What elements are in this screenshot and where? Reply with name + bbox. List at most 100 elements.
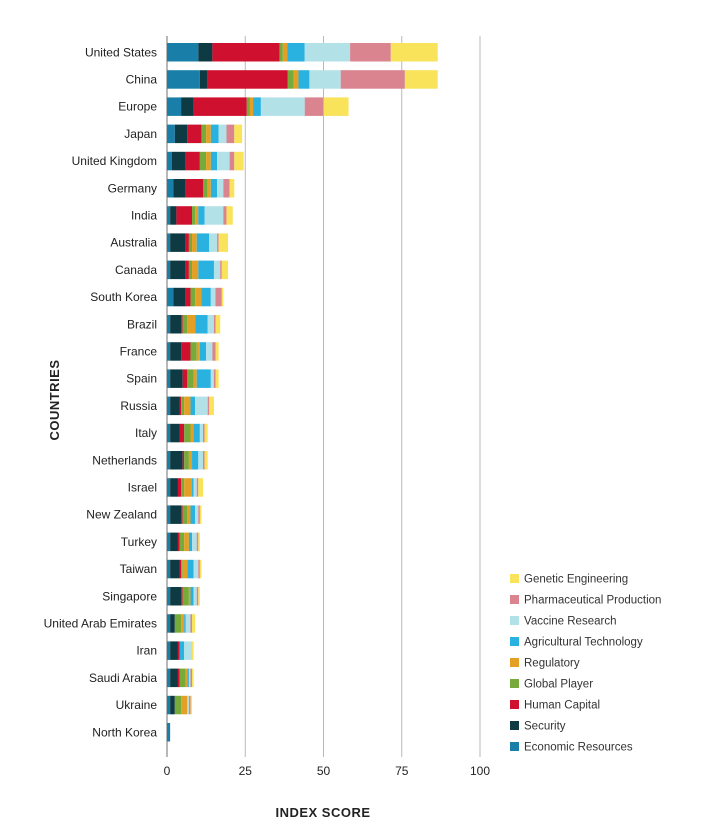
bar-segment <box>190 423 194 443</box>
bar-segment <box>198 451 203 470</box>
bar-segment <box>198 260 214 280</box>
bar-segment <box>206 151 211 171</box>
bar-segment <box>204 206 224 225</box>
category-label: North Korea <box>92 725 157 739</box>
bar-segment <box>220 260 222 280</box>
bar-segment <box>179 668 186 688</box>
bar-segment <box>185 260 189 280</box>
bar-segment <box>170 478 178 497</box>
x-tick-label: 50 <box>317 764 331 778</box>
bar-segment <box>167 260 171 280</box>
bar-segment <box>181 396 185 416</box>
bar-segment <box>199 559 202 579</box>
bar-segment <box>221 260 229 280</box>
bar-segment <box>167 124 175 144</box>
legend-swatch <box>510 742 519 751</box>
bar-segment <box>209 396 214 416</box>
bar-segment <box>207 70 288 89</box>
bar-segment <box>173 179 186 198</box>
category-label: Italy <box>135 426 157 440</box>
bar-segment <box>181 315 183 334</box>
bar-segment <box>199 151 207 171</box>
bar-segment <box>181 614 185 633</box>
bar-segment <box>229 151 235 171</box>
bar-segment <box>210 124 219 144</box>
bar-segment <box>215 369 219 388</box>
category-label: United States <box>85 45 157 59</box>
legend-swatch <box>510 616 519 625</box>
category-label: China <box>126 72 158 86</box>
bar-segment <box>171 151 186 171</box>
bar-segment <box>167 532 171 552</box>
bar-segment <box>179 641 185 660</box>
bar-segment <box>190 396 196 416</box>
legend: Genetic Engineering Pharmaceutical Produc… <box>510 574 661 754</box>
bar-segment <box>198 478 203 497</box>
bar-segment <box>170 260 186 280</box>
bar-segment <box>188 587 191 606</box>
bar-segment <box>304 43 351 62</box>
bar-segment <box>184 451 189 470</box>
x-axis-title: INDEX SCORE <box>275 805 370 820</box>
legend-swatch <box>510 595 519 604</box>
bar-segment <box>170 369 183 388</box>
bar-segment <box>198 505 200 524</box>
bar-segment <box>190 342 197 361</box>
bar-segment <box>246 97 250 116</box>
bar-segment <box>170 641 178 660</box>
bar-segment <box>192 614 196 633</box>
bar-segment <box>187 695 189 715</box>
x-tick-label: 75 <box>395 764 409 778</box>
bar-segment <box>177 532 180 552</box>
bar-segment <box>184 423 191 443</box>
bar-segment <box>199 342 207 361</box>
x-tick-labels: 0 25 50 75 100 <box>164 764 491 778</box>
bar-segment <box>170 451 183 470</box>
bar-segment <box>170 233 186 252</box>
bar-segment <box>177 668 180 688</box>
bar-segment <box>187 315 196 334</box>
bar-segment <box>188 233 193 252</box>
bar-segment <box>185 233 189 252</box>
bar-segment <box>182 505 188 524</box>
bar-segment <box>190 587 194 606</box>
bar-segment <box>195 505 199 524</box>
bar-segment <box>190 668 193 688</box>
bar-segment <box>218 124 227 144</box>
bar-segment <box>167 695 171 715</box>
bar-segment <box>196 532 199 552</box>
legend-label: Human Capital <box>524 700 600 712</box>
bar-segment <box>167 179 174 198</box>
bar-segment <box>181 342 191 361</box>
bar-segment <box>174 614 182 633</box>
bar-segment <box>207 396 210 416</box>
bar-segment <box>229 179 235 198</box>
category-label: Japan <box>124 127 157 141</box>
bar-segment <box>167 641 171 660</box>
y-axis-title: COUNTRIES <box>47 359 62 440</box>
bar-segment <box>167 451 171 470</box>
bar-segment <box>170 668 178 688</box>
bar-segment <box>179 396 182 416</box>
legend-label: Genetic Engineering <box>524 574 628 586</box>
category-label: Europe <box>118 100 157 114</box>
bar-segment <box>199 423 203 443</box>
bar-segment <box>167 43 199 62</box>
bar-segment <box>196 587 199 606</box>
bar-segment <box>185 287 191 307</box>
bar-segment <box>207 179 211 198</box>
bar-segment <box>184 396 191 416</box>
bar-segment <box>192 260 199 280</box>
bar-segment <box>174 695 182 715</box>
legend-label: Regulatory <box>524 658 580 670</box>
bar-segment <box>226 124 235 144</box>
legend-label: Security <box>524 721 566 733</box>
category-label: United Kingdom <box>72 154 157 168</box>
bar-segment <box>196 369 211 388</box>
bar-segment <box>167 559 171 579</box>
bar-segment <box>181 505 183 524</box>
category-label: Germany <box>108 181 157 195</box>
bar-segment <box>185 179 203 198</box>
bar-segment <box>182 451 185 470</box>
